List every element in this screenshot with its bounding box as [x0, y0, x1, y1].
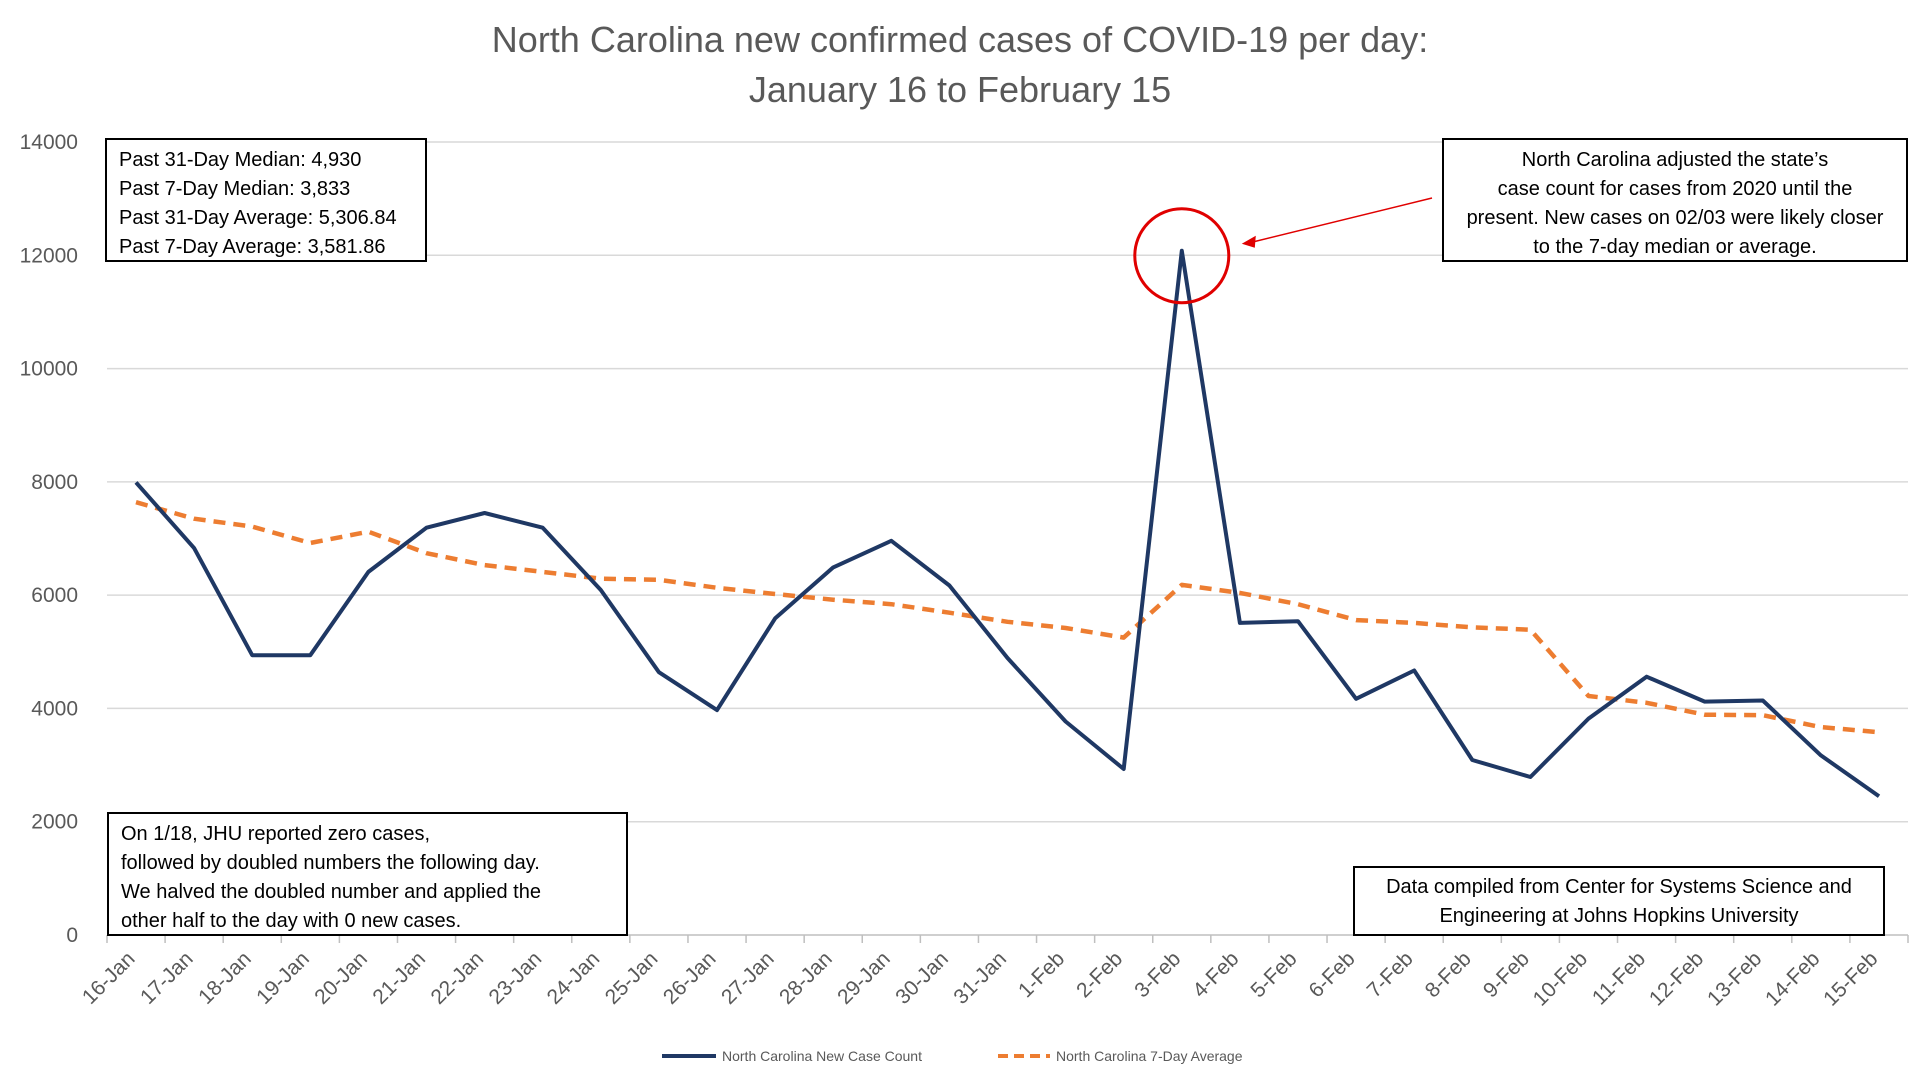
x-tick-label: 2-Feb [1072, 947, 1127, 1002]
x-tick-label: 18-Jan [194, 947, 256, 1009]
x-tick-label: 22-Jan [426, 947, 488, 1009]
adjustment-note-line: North Carolina adjusted the state’s [1521, 149, 1829, 171]
chart-subtitle: January 16 to February 15 [748, 69, 1172, 110]
x-tick-label: 15-Feb [1819, 947, 1882, 1010]
x-tick-label: 10-Feb [1529, 947, 1592, 1010]
x-tick-label: 7-Feb [1363, 947, 1418, 1002]
x-tick-label: 19-Jan [252, 947, 314, 1009]
source-note-line: Engineering at Johns Hopkins University [1439, 905, 1799, 927]
stat-7-day-median: Past 7-Day Median: 3,833 [119, 178, 351, 200]
y-tick-label: 10000 [20, 358, 78, 381]
x-tick-label: 6-Feb [1305, 947, 1360, 1002]
highlight-circle [1133, 207, 1231, 305]
adjustment-note: North Carolina adjusted the state’s case… [1442, 138, 1908, 262]
x-tick-label: 25-Jan [601, 947, 663, 1009]
stat-31-day-average: Past 31-Day Average: 5,306.84 [119, 207, 397, 229]
annotation-arrow-head [1241, 235, 1256, 248]
x-tick-label: 9-Feb [1479, 947, 1534, 1002]
x-tick-label: 14-Feb [1761, 947, 1824, 1010]
jhu-note-line: followed by doubled numbers the followin… [121, 852, 540, 874]
x-tick-label: 4-Feb [1188, 947, 1243, 1002]
chart-title: North Carolina new confirmed cases of CO… [491, 19, 1429, 60]
annotation-arrow-line [1253, 197, 1433, 243]
x-tick-label: 1-Feb [1014, 947, 1069, 1002]
stats-box: Past 31-Day Median: 4,930 Past 7-Day Med… [105, 138, 427, 262]
x-tick-label: 30-Jan [891, 947, 953, 1009]
x-tick-label: 31-Jan [949, 947, 1011, 1009]
y-tick-label: 6000 [31, 584, 78, 607]
x-tick-label: 26-Jan [659, 947, 721, 1009]
x-tick-label: 21-Jan [368, 947, 430, 1009]
y-tick-label: 12000 [20, 244, 78, 267]
legend-label-7-day-average: North Carolina 7-Day Average [1056, 1048, 1243, 1064]
x-tick-label: 20-Jan [310, 947, 372, 1009]
y-tick-label: 8000 [31, 471, 78, 494]
stat-31-day-median: Past 31-Day Median: 4,930 [119, 149, 362, 171]
x-tick-label: 5-Feb [1246, 947, 1301, 1002]
jhu-note-line: We halved the doubled number and applied… [121, 881, 541, 903]
y-tick-label: 2000 [31, 811, 78, 834]
x-tick-label: 27-Jan [717, 947, 779, 1009]
x-tick-label: 11-Feb [1588, 947, 1650, 1009]
adjustment-note-line: to the 7-day median or average. [1533, 236, 1817, 258]
x-tick-label: 3-Feb [1130, 947, 1185, 1002]
x-tick-label: 28-Jan [775, 947, 837, 1009]
x-tick-label: 23-Jan [485, 947, 547, 1009]
stat-7-day-average: Past 7-Day Average: 3,581.86 [119, 236, 386, 258]
x-tick-label: 12-Feb [1645, 947, 1708, 1010]
source-note: Data compiled from Center for Systems Sc… [1353, 866, 1885, 936]
jhu-note-line: On 1/18, JHU reported zero cases, [121, 823, 431, 845]
y-tick-label: 14000 [20, 131, 78, 154]
jhu-note-line: other half to the day with 0 new cases. [121, 910, 462, 932]
adjustment-note-line: present. New cases on 02/03 were likely … [1466, 207, 1884, 229]
x-tick-label: 13-Feb [1703, 947, 1766, 1010]
x-tick-label: 17-Jan [136, 947, 198, 1009]
series-line-new-cases [134, 248, 1881, 798]
jhu-note: On 1/18, JHU reported zero cases, follow… [107, 812, 628, 936]
x-tick-label: 24-Jan [543, 947, 605, 1009]
source-note-line: Data compiled from Center for Systems Sc… [1386, 876, 1852, 898]
x-tick-label: 16-Jan [78, 947, 140, 1009]
x-tick-label: 8-Feb [1421, 947, 1476, 1002]
x-tick-label: 29-Jan [833, 947, 895, 1009]
legend-label-new-cases: North Carolina New Case Count [722, 1048, 922, 1064]
adjustment-note-line: case count for cases from 2020 until the [1497, 178, 1853, 200]
y-tick-label: 0 [66, 924, 78, 947]
y-tick-label: 4000 [31, 697, 78, 720]
